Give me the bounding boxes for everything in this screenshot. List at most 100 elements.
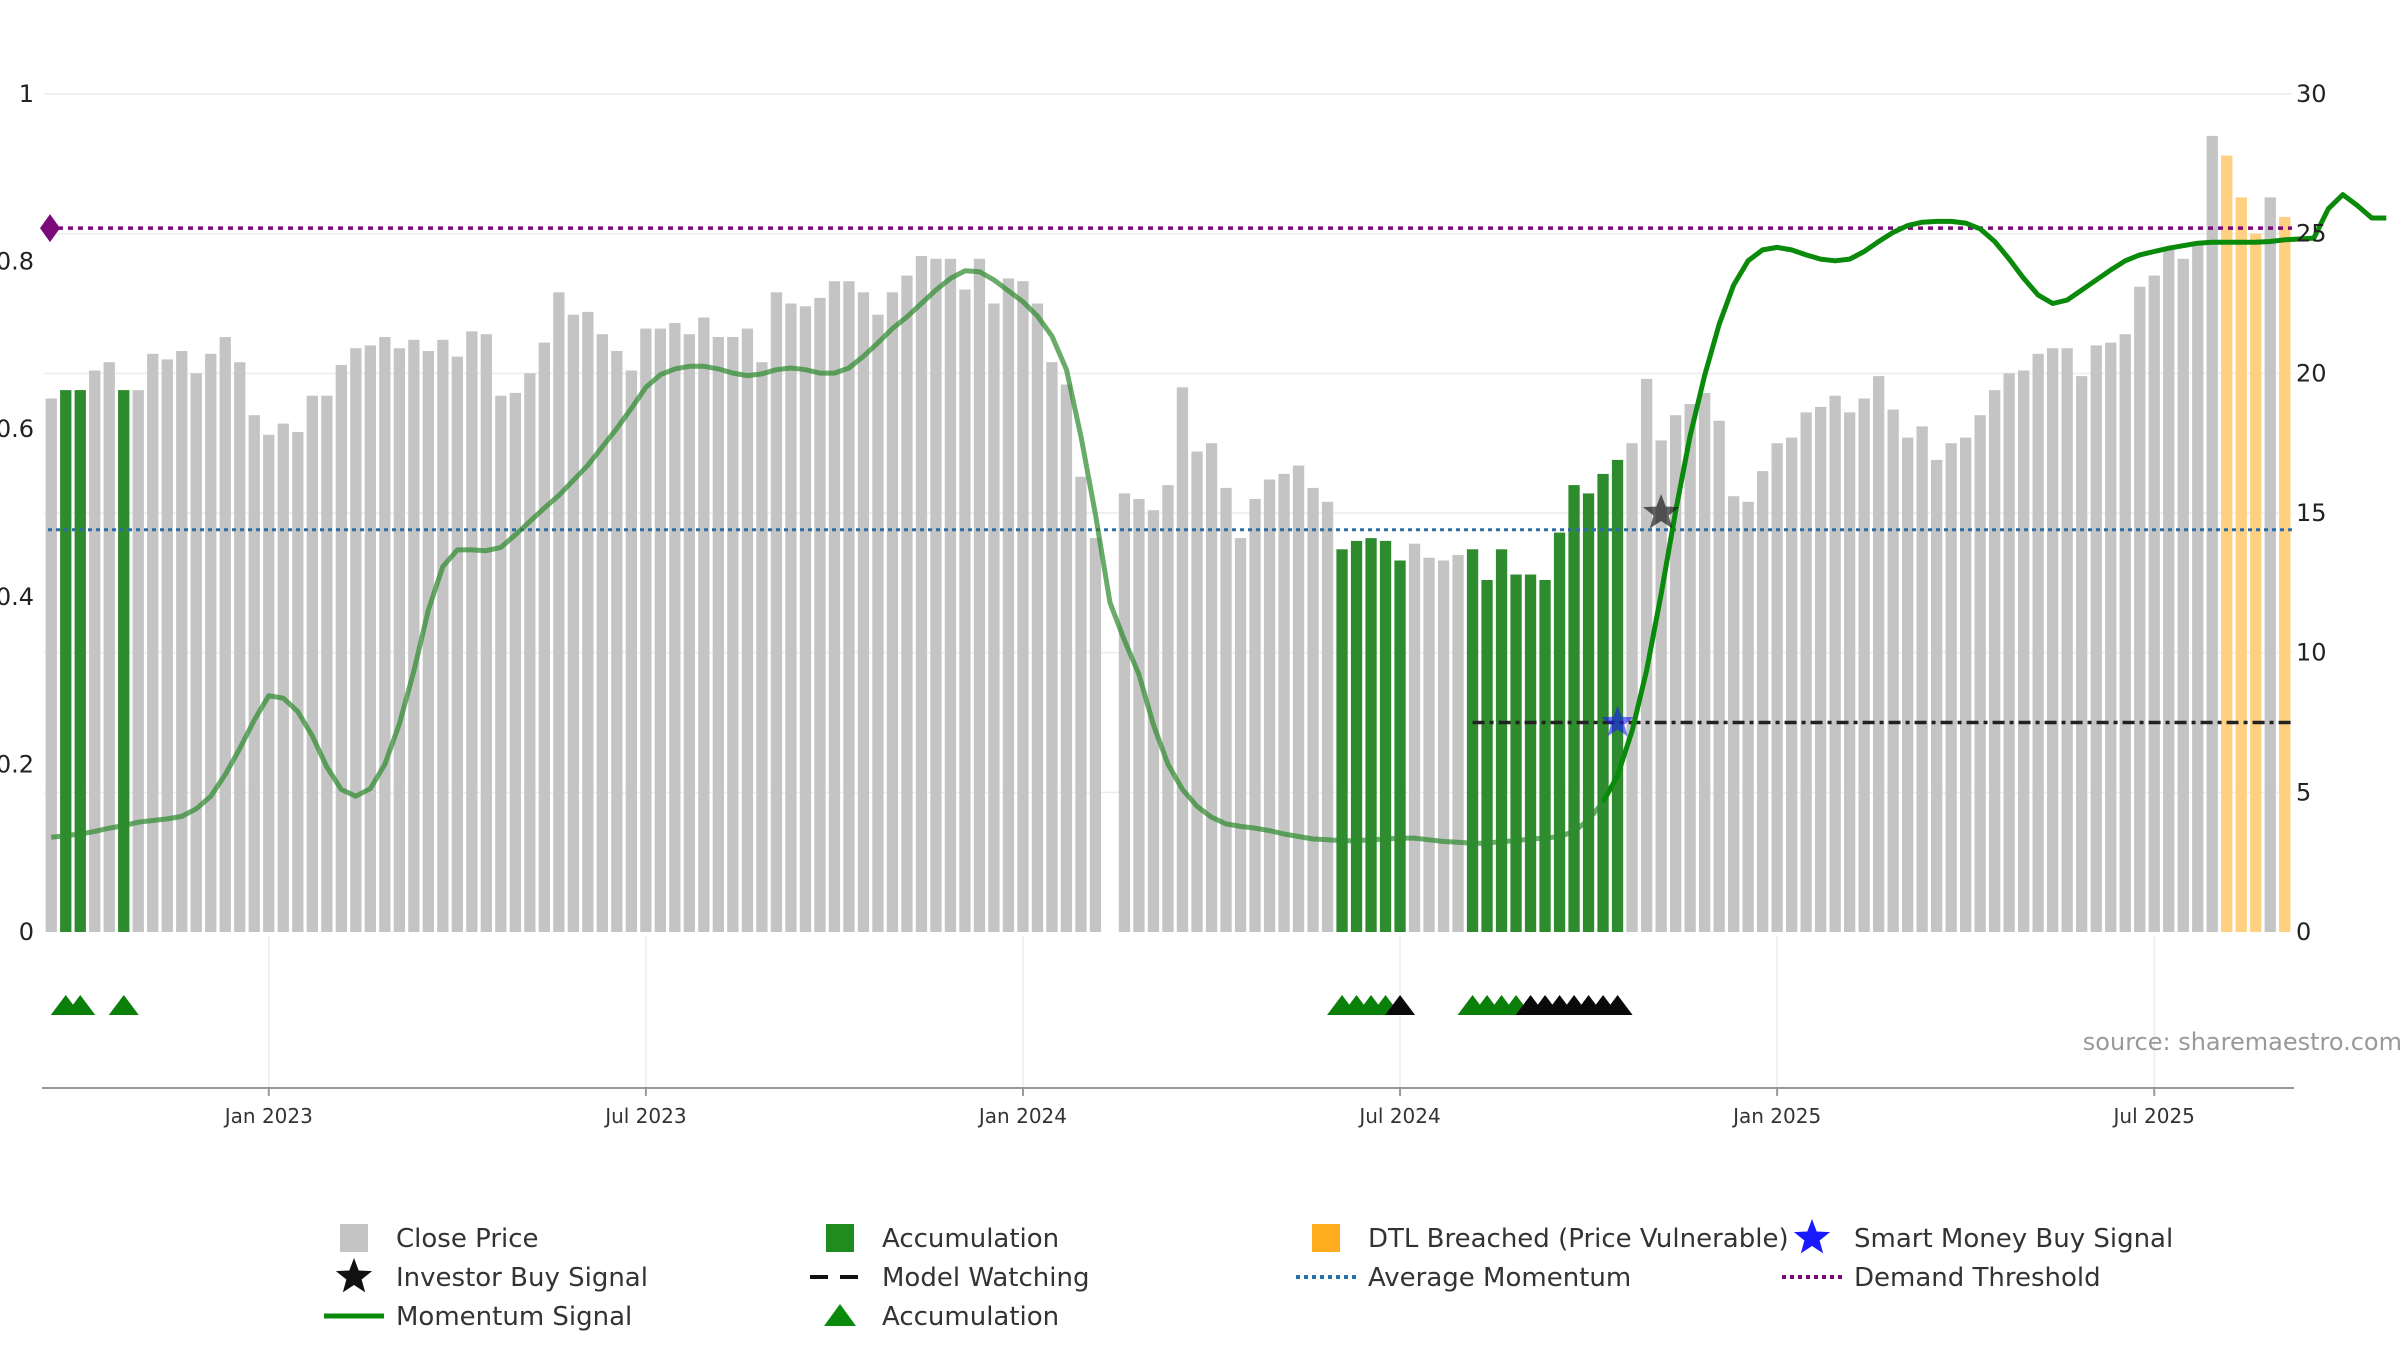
close-price-bar (495, 395, 507, 932)
legend-square-icon (340, 1224, 368, 1252)
close-price-bar (2192, 242, 2204, 932)
source-label: source: sharemaestro.com (2083, 1028, 2400, 1056)
close-price-bar (988, 303, 1000, 932)
close-price-bar (2047, 348, 2059, 932)
close-price-bar (930, 258, 942, 932)
legend-label: DTL Breached (Price Vulnerable) (1368, 1224, 1789, 1254)
close-price-bar (480, 334, 492, 932)
x-axis-tick-label: Jul 2023 (603, 1104, 686, 1128)
close-price-bar (321, 395, 333, 932)
close-price-bar (1887, 409, 1899, 933)
close-price-bar (335, 365, 347, 932)
close-price-bar (843, 281, 855, 932)
close-price-bar (437, 339, 449, 932)
close-price-bar (1278, 473, 1290, 932)
close-price-bar (596, 334, 608, 932)
close-price-bar (640, 328, 652, 933)
close-price-bar (1089, 538, 1102, 932)
close-price-bar (1234, 538, 1247, 932)
close-price-bar (567, 314, 579, 932)
legend-label: Average Momentum (1368, 1263, 1631, 1293)
legend-square-icon (1312, 1224, 1340, 1252)
x-axis-tick-label: Jan 2023 (223, 1104, 313, 1128)
close-price-bar (1408, 543, 1421, 932)
close-price-bar (1931, 459, 1943, 932)
legend-label: Investor Buy Signal (396, 1263, 648, 1293)
right-axis-tick-label: 5 (2296, 778, 2311, 806)
close-price-bar (2163, 247, 2175, 933)
markers-layer (50, 494, 1680, 1015)
close-price-bar (727, 337, 739, 932)
close-price-bar (741, 328, 754, 933)
close-price-bar (915, 256, 928, 932)
accumulation-bar (1466, 549, 1479, 932)
right-axis-tick-label: 30 (2296, 80, 2327, 108)
accumulation-bar (74, 390, 86, 933)
close-price-bar (901, 275, 913, 933)
close-price-bar (248, 415, 260, 932)
legend-label: Close Price (396, 1224, 539, 1254)
legend-item: Average Momentum (1296, 1263, 1631, 1293)
close-price-bar (1916, 426, 1928, 932)
close-price-bar (1162, 485, 1174, 932)
close-price-bar (1031, 303, 1044, 932)
close-price-bar (103, 362, 115, 932)
close-price-bar (1771, 443, 1783, 932)
close-price-bar (1423, 557, 1435, 932)
legend-label: Demand Threshold (1854, 1263, 2101, 1293)
close-price-bar (1017, 281, 1029, 932)
legend-label: Smart Money Buy Signal (1854, 1224, 2173, 1254)
close-price-bar (509, 392, 521, 932)
close-price-bar (1800, 412, 1812, 932)
legend-item: Momentum Signal (324, 1302, 632, 1332)
close-price-bar (625, 370, 637, 932)
left-axis-tick-label: 0 (19, 918, 34, 946)
dtl-breached-bar (2235, 197, 2247, 932)
close-price-bar (205, 353, 217, 932)
dtl-breached-bar (2221, 155, 2233, 932)
close-price-bar (219, 337, 231, 932)
close-price-bar (466, 331, 478, 932)
legend-star-icon (1793, 1219, 1831, 1254)
close-price-bar (2032, 353, 2044, 932)
close-price-bar (1321, 501, 1334, 932)
close-price-bar (683, 334, 695, 932)
x-axis-tick-label: Jul 2025 (2112, 1104, 2195, 1128)
close-price-bar (1075, 476, 1087, 932)
close-price-bar (654, 328, 666, 933)
right-axis-tick-label: 0 (2296, 918, 2311, 946)
close-price-bar (872, 314, 884, 932)
close-price-bar (2134, 286, 2146, 932)
legend-item: Demand Threshold (1782, 1263, 2101, 1293)
close-price-bar (1742, 501, 1754, 932)
close-price-bar (1815, 406, 1827, 932)
left-axis-tick-label: 0.2 (0, 750, 34, 778)
close-price-bar (712, 337, 724, 932)
smart-money-buy-signal-star (1601, 705, 1634, 737)
close-price-bar (1626, 443, 1638, 932)
right-axis-tick-label: 20 (2296, 359, 2327, 387)
left-axis-tick-label: 0.8 (0, 248, 34, 276)
close-price-bar (45, 398, 57, 932)
close-price-bar (1786, 437, 1798, 932)
accumulation-triangle (1602, 995, 1633, 1015)
close-price-bar (176, 351, 188, 932)
close-price-bar (1249, 499, 1261, 932)
close-price-bar (2148, 275, 2160, 933)
close-price-bar (959, 289, 971, 932)
close-price-bar (756, 362, 768, 932)
close-price-bar (1945, 443, 1957, 932)
legend: Close Price Investor Buy Signal Momentum S… (324, 1219, 2173, 1332)
close-price-bar (2018, 370, 2030, 932)
accumulation-triangle (1385, 995, 1416, 1015)
demand-threshold-marker (40, 214, 60, 243)
close-price-bar (1263, 479, 1276, 932)
accumulation-bar (1350, 540, 1363, 932)
close-price-bar (132, 390, 144, 933)
close-price-bar (582, 311, 594, 932)
close-price-bar (1974, 415, 1986, 932)
close-price-bar (1699, 392, 1711, 932)
accumulation-bar (1539, 580, 1551, 932)
right-axis-tick-label: 25 (2296, 220, 2327, 248)
